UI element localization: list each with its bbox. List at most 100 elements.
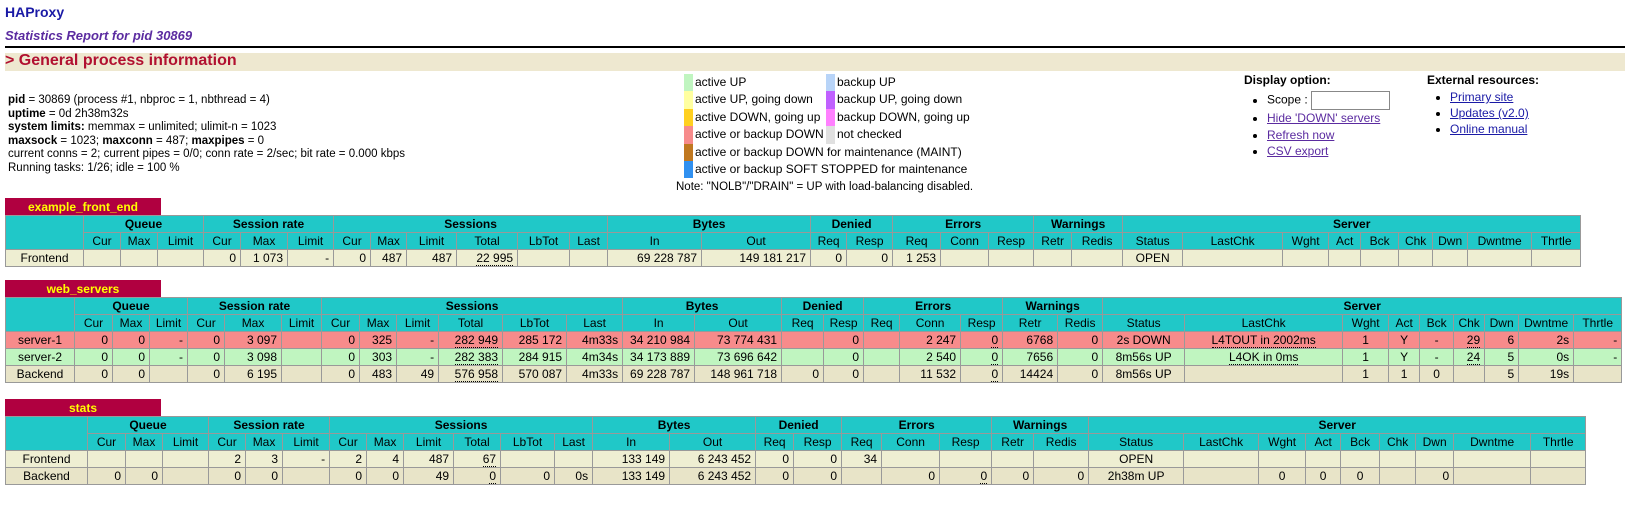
proxy-title[interactable]: example_front_end [5, 198, 161, 216]
legend-swatch [684, 143, 693, 161]
proxy-title[interactable]: web_servers [5, 280, 161, 298]
cell-value: 0 [928, 468, 936, 483]
cell-value: 0 [348, 332, 356, 347]
updates-link[interactable]: Updates (v2.0) [1450, 106, 1529, 120]
cell-act: 0 [1305, 467, 1342, 485]
cell-sess-cur: 0 [321, 331, 361, 349]
col-header-chk: Chk [1379, 433, 1417, 451]
col-header-sess-total: Total [438, 314, 504, 332]
cell-sess-total: 67 [453, 450, 502, 468]
cell-value: 1 [1400, 366, 1408, 381]
cell-sess-total: 576 958 [438, 365, 504, 383]
online-manual-link[interactable]: Online manual [1450, 122, 1528, 136]
cell-value: 0s [575, 468, 589, 483]
cell-sess-total: 282 383 [438, 348, 504, 366]
cell-value: 2 540 [926, 349, 957, 364]
cell-value: 73 774 431 [717, 332, 778, 347]
table-row: server-1 0 0 - 0 3 097 0 325 - 282 949 285 172 4m33… [5, 331, 1623, 349]
cell-sess-cur: 0 [321, 348, 361, 366]
cell-dwn: 5 [1484, 365, 1520, 383]
cell-status: 2s DOWN [1102, 331, 1186, 349]
refresh-link[interactable]: Refresh now [1267, 127, 1335, 142]
cell-value: 2 247 [926, 332, 957, 347]
col-header-sess-cur: Cur [333, 232, 372, 250]
col-group: Server [1102, 297, 1623, 315]
cell-warn-redis: 0 [1057, 331, 1104, 349]
corner-cell [5, 416, 88, 434]
col-header-err-conn: Conn [899, 314, 962, 332]
cell-denied-resp: 0 [793, 467, 843, 485]
cell-value: 49 [435, 468, 450, 483]
report-subtitle: Statistics Report for pid 30869 [5, 28, 193, 43]
row-name[interactable]: server-1 [5, 331, 75, 349]
cell-bytes-in: 133 149 [592, 450, 671, 468]
cell-warn-redis: 0 [1033, 467, 1090, 485]
row-name[interactable]: Backend [5, 467, 88, 485]
cell-value: 0 [812, 366, 820, 381]
col-group: Session rate [203, 215, 335, 233]
legend-label: active or backup SOFT STOPPED for mainte… [695, 162, 968, 176]
legend-swatch [826, 74, 835, 92]
cell-value: 0 [1356, 468, 1364, 483]
cell-warn-redis: 0 [1057, 365, 1104, 383]
cell-queue-limit: - [148, 331, 189, 349]
legend-swatch [684, 108, 693, 127]
legend-label: active UP, going down [695, 92, 813, 107]
row-name-label: Backend [16, 366, 64, 381]
cell-warn-retr: 7656 [1002, 348, 1059, 366]
cell-rate-limit [281, 365, 323, 383]
row-name[interactable]: Frontend [5, 249, 84, 267]
cell-value: 282 383 [454, 349, 499, 365]
col-header-rate-limit: Limit [281, 314, 323, 332]
col-header-denied-req: Req [810, 232, 848, 250]
corner-cell [5, 215, 84, 233]
cell-value: - [1434, 332, 1439, 347]
row-name[interactable]: Backend [5, 365, 75, 383]
cell-value: 576 958 [454, 366, 499, 382]
cell-chk [1398, 249, 1434, 267]
cell-wght [1282, 249, 1330, 267]
col-header-lastchk: LastChk [1183, 433, 1260, 451]
cell-thrtle [1530, 467, 1587, 485]
cell-err-conn: 0 [881, 467, 941, 485]
col-header-rate-cur: Cur [203, 232, 242, 250]
hide-down-link[interactable]: Hide 'DOWN' servers [1267, 111, 1381, 125]
col-group: Bytes [592, 416, 757, 434]
cell-queue-cur: 0 [87, 467, 126, 485]
cell-value: 4 [392, 451, 400, 466]
col-header-sess-last: Last [569, 232, 609, 250]
cell-rate-limit [281, 331, 323, 349]
cell-sess-cur: 2 [329, 450, 368, 468]
proxy-title[interactable]: stats [5, 399, 161, 417]
cell-sess-limit: - [396, 348, 440, 366]
cell-queue-max [125, 450, 163, 468]
cell-value: 0 [782, 468, 790, 483]
primary-site-link[interactable]: Primary site [1450, 90, 1514, 104]
cell-value: OPEN [1135, 250, 1170, 265]
cell-rate-max: 3 098 [224, 348, 283, 366]
cell-value: 2s DOWN [1116, 332, 1171, 347]
row-name[interactable]: server-2 [5, 348, 75, 366]
cell-err-req [863, 348, 901, 366]
maxsock-value: = 1023; [57, 134, 103, 147]
cell-value: 4m33s [582, 366, 619, 381]
scope-input[interactable] [1311, 91, 1391, 110]
cell-sess-limit: 49 [396, 365, 440, 383]
cell-value: 487 [432, 250, 453, 265]
col-header-sess-cur: Cur [329, 433, 368, 451]
cell-sess-last: 4m33s [566, 331, 624, 349]
cell-value: 67 [482, 451, 497, 467]
col-group: Warnings [1002, 297, 1104, 315]
col-group: Bytes [607, 215, 812, 233]
cell-dwntme: 19s [1518, 365, 1575, 383]
csv-export-link[interactable]: CSV export [1267, 144, 1329, 158]
col-header-bck: Bck [1419, 314, 1455, 332]
cell-value: OPEN [1119, 451, 1154, 466]
cell-value: 1 [1362, 332, 1369, 347]
col-header-dwntme: Dwntme [1453, 433, 1532, 451]
display-options-title: Display option: [1244, 73, 1331, 87]
cell-sess-max: 0 [366, 467, 405, 485]
cell-denied-req: 0 [755, 450, 795, 468]
row-name[interactable]: Frontend [5, 450, 88, 468]
process-info: pid = 30869 (process #1, nbproc = 1, nbt… [8, 94, 405, 176]
